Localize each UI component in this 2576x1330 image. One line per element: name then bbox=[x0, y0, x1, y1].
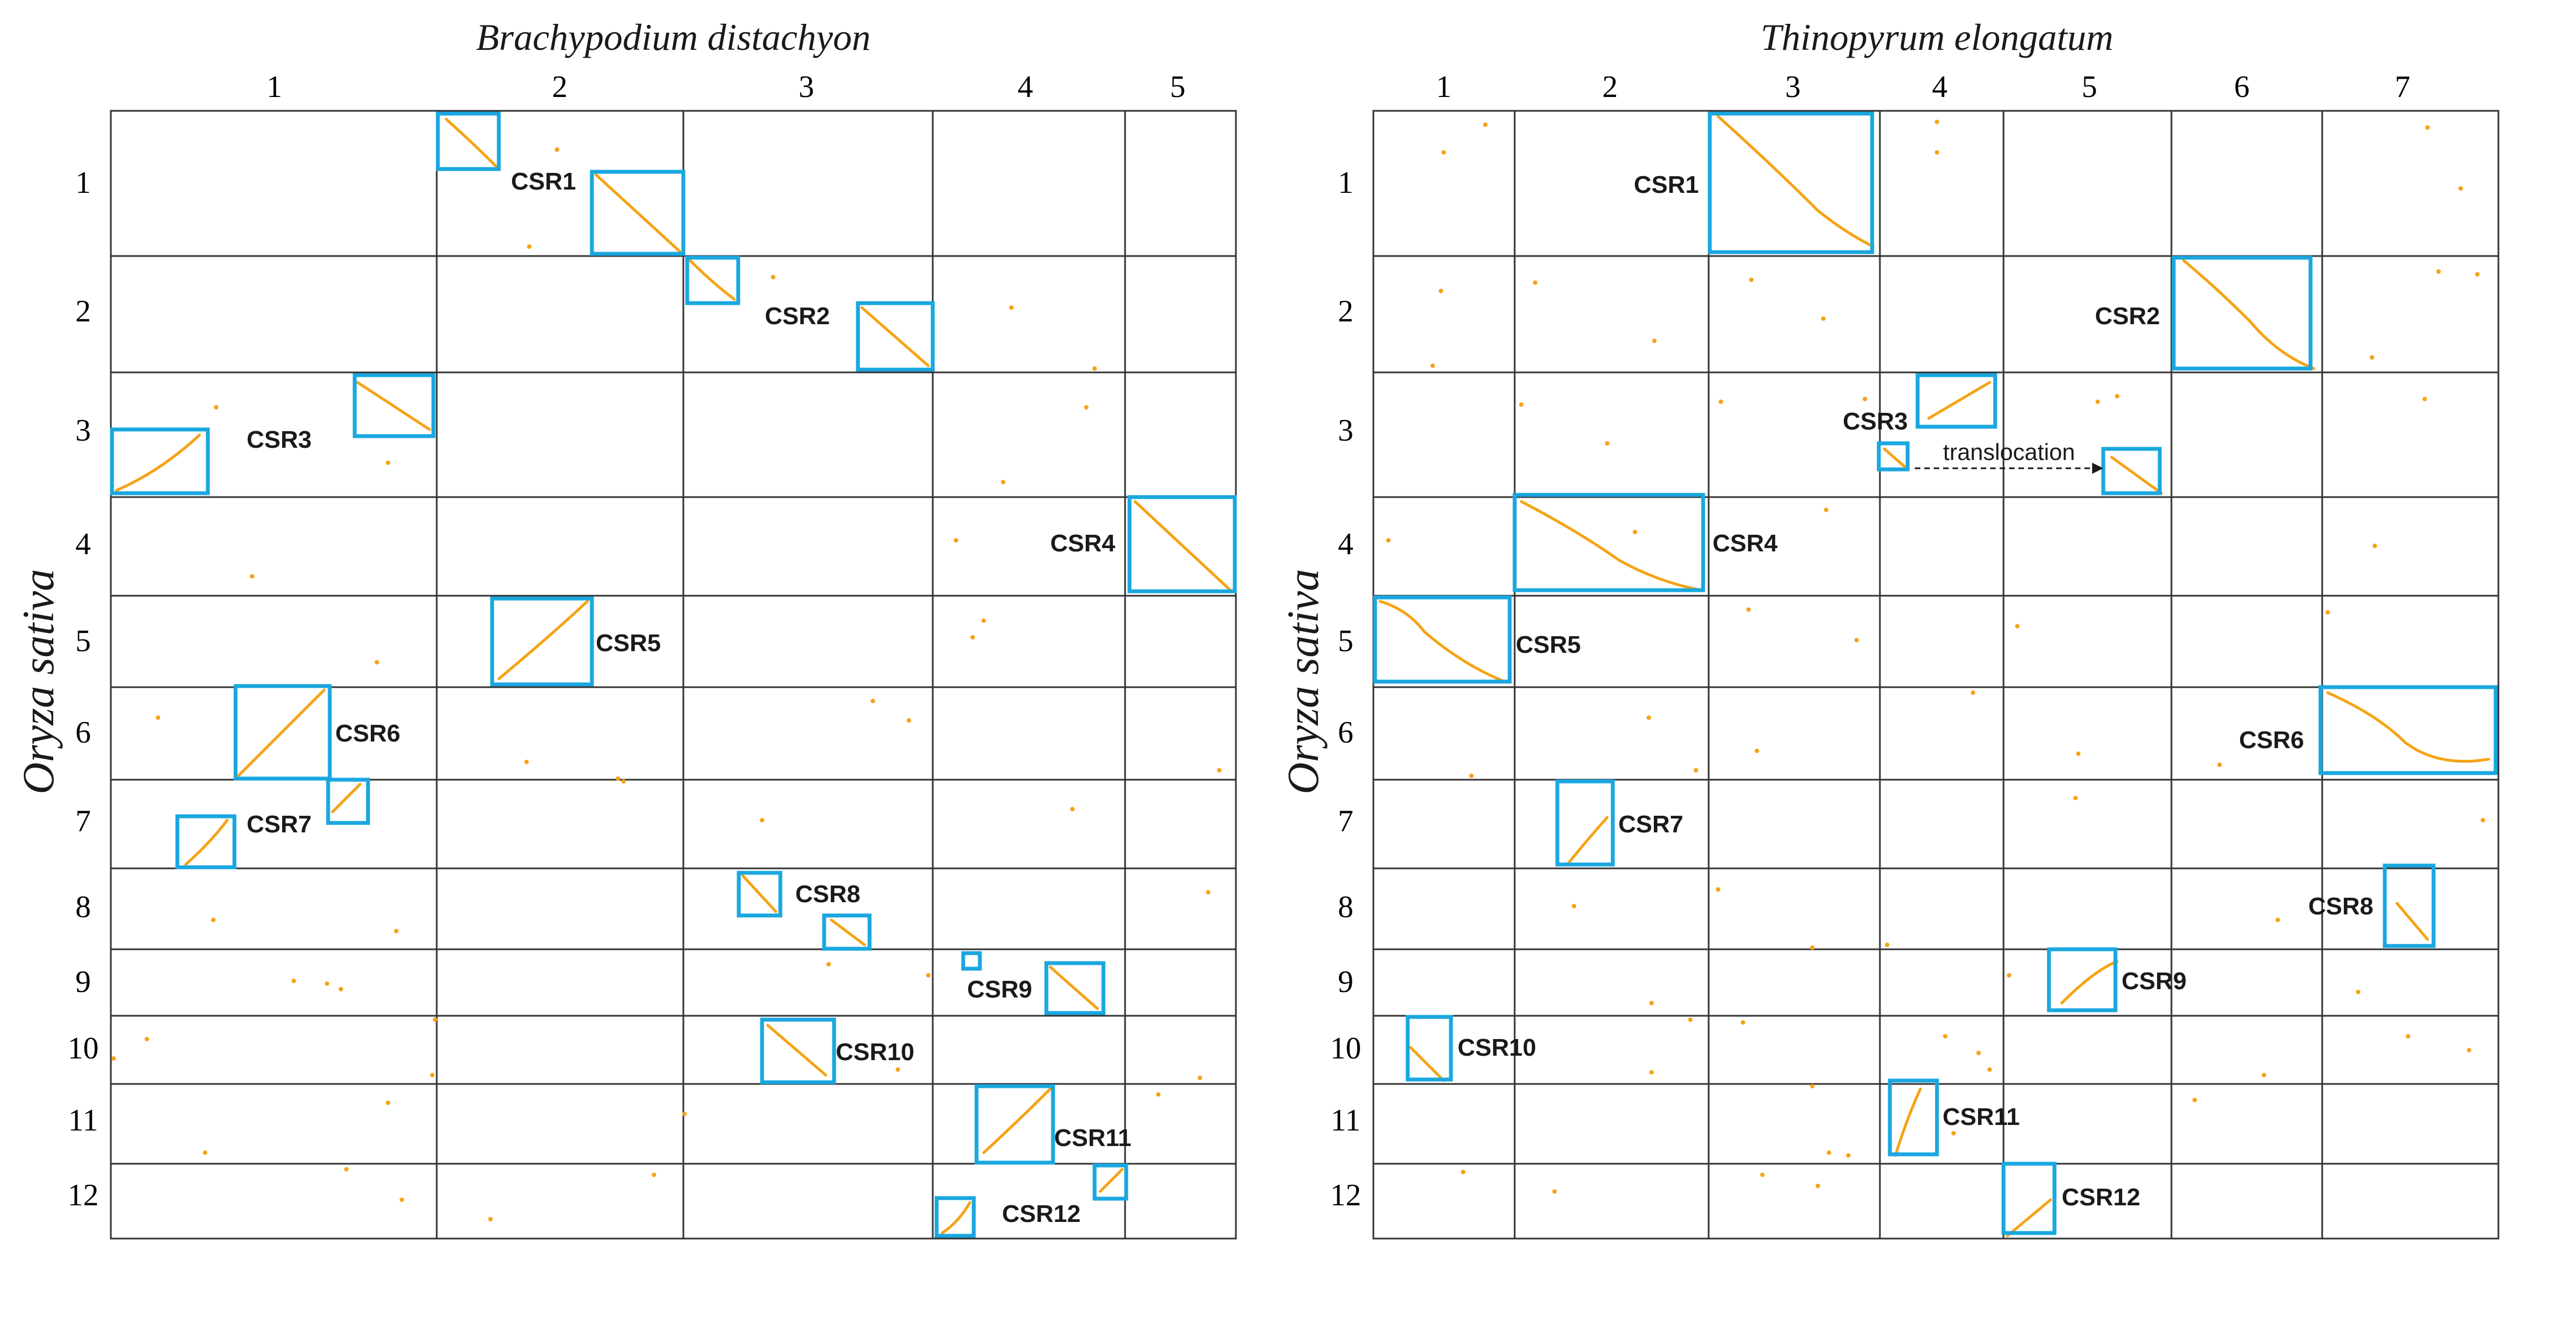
right-scatter-dots bbox=[1386, 120, 2485, 1194]
right-row-label: 10 bbox=[1330, 1031, 1361, 1066]
right-col-label: 1 bbox=[1436, 70, 1451, 104]
right-row-label: 8 bbox=[1338, 890, 1353, 924]
right-csr-labels: CSR1 CSR2 CSR3 CSR4 CSR5 CSR6 CSR7 CSR8 … bbox=[1458, 171, 2373, 1211]
right-csr-label: CSR10 bbox=[1458, 1034, 1536, 1061]
left-csr-label: CSR7 bbox=[247, 811, 311, 838]
left-csr-label: CSR6 bbox=[335, 720, 400, 747]
panel-thinopyrum: Thinopyrum elongatum 1 2 3 4 5 6 7 1 2 3… bbox=[1330, 16, 2500, 1240]
left-row-label: 4 bbox=[75, 527, 91, 561]
right-csr-label: CSR3 bbox=[1843, 408, 1908, 435]
left-row-label: 6 bbox=[75, 715, 91, 750]
right-col-label: 3 bbox=[1785, 70, 1801, 104]
left-csr-label: CSR4 bbox=[1050, 530, 1116, 557]
right-y-axis-title: Oryza sativa bbox=[1279, 569, 1328, 795]
left-row-label: 1 bbox=[75, 166, 91, 200]
right-csr-label: CSR1 bbox=[1634, 171, 1699, 198]
left-scatter-dots bbox=[111, 147, 1221, 1221]
right-col-label: 7 bbox=[2395, 70, 2410, 104]
right-csr-label: CSR2 bbox=[2095, 303, 2160, 330]
right-csr-label: CSR5 bbox=[1516, 631, 1581, 658]
left-row-label: 7 bbox=[75, 804, 91, 838]
right-row-label: 3 bbox=[1338, 413, 1353, 448]
left-synteny-dots bbox=[115, 117, 1232, 1235]
left-row-label: 12 bbox=[68, 1178, 99, 1213]
right-csr-label: CSR8 bbox=[2308, 893, 2373, 920]
left-grid bbox=[110, 110, 1237, 1240]
left-row-label: 5 bbox=[75, 624, 91, 658]
right-row-label: 5 bbox=[1338, 624, 1353, 658]
left-panel-title: Brachypodium distachyon bbox=[476, 16, 871, 58]
panel-brachypodium: Brachypodium distachyon 1 2 3 4 5 1 2 3 … bbox=[68, 16, 1237, 1240]
left-row-label: 11 bbox=[68, 1103, 98, 1138]
right-row-label: 6 bbox=[1338, 715, 1353, 750]
left-csr-label: CSR12 bbox=[1002, 1200, 1081, 1227]
left-col-label: 2 bbox=[552, 70, 568, 104]
left-csr-label: CSR11 bbox=[1054, 1124, 1131, 1152]
right-row-label: 11 bbox=[1331, 1103, 1361, 1138]
right-col-label: 5 bbox=[2082, 70, 2097, 104]
left-y-axis-title: Oryza sativa bbox=[14, 569, 63, 795]
right-csr-label: CSR9 bbox=[2122, 968, 2186, 995]
right-row-label: 4 bbox=[1338, 527, 1353, 561]
left-col-label: 5 bbox=[1170, 70, 1185, 104]
right-csr-label: CSR12 bbox=[2062, 1184, 2140, 1211]
right-panel-title: Thinopyrum elongatum bbox=[1761, 16, 2114, 58]
left-csr-boxes bbox=[110, 111, 1237, 1238]
right-row-label: 9 bbox=[1338, 965, 1353, 999]
right-csr-label: CSR11 bbox=[1943, 1103, 2020, 1130]
left-csr-labels: CSR1 CSR2 CSR3 CSR4 CSR5 CSR6 CSR7 CSR8 … bbox=[247, 168, 1131, 1227]
left-row-label: 9 bbox=[75, 965, 91, 999]
right-col-label: 6 bbox=[2234, 70, 2250, 104]
left-csr-label: CSR3 bbox=[247, 426, 311, 453]
right-synteny-dots bbox=[1378, 115, 2490, 1237]
left-row-label: 8 bbox=[75, 890, 91, 924]
left-row-label: 2 bbox=[75, 294, 91, 329]
left-col-label: 4 bbox=[1018, 70, 1033, 104]
left-row-label: 3 bbox=[75, 413, 91, 448]
right-csr-label: CSR7 bbox=[1618, 811, 1683, 838]
left-row-label: 10 bbox=[68, 1031, 99, 1066]
left-csr-label: CSR9 bbox=[967, 976, 1032, 1003]
right-csr-boxes bbox=[1373, 111, 2498, 1235]
right-row-label: 2 bbox=[1338, 294, 1353, 329]
left-csr-label: CSR8 bbox=[795, 881, 860, 908]
left-csr-label: CSR1 bbox=[511, 168, 576, 195]
left-csr-label: CSR5 bbox=[596, 630, 661, 657]
translocation-arrow bbox=[1915, 463, 2103, 474]
left-csr-label: CSR10 bbox=[836, 1039, 914, 1066]
right-col-label: 2 bbox=[1602, 70, 1618, 104]
right-row-label: 12 bbox=[1330, 1178, 1361, 1213]
translocation-label: translocation bbox=[1943, 439, 2075, 465]
right-row-label: 1 bbox=[1338, 166, 1353, 200]
right-grid bbox=[1372, 110, 2500, 1240]
left-col-label: 3 bbox=[799, 70, 814, 104]
right-col-label: 4 bbox=[1932, 70, 1948, 104]
right-csr-label: CSR4 bbox=[1713, 530, 1778, 557]
left-csr-label: CSR2 bbox=[765, 303, 830, 330]
right-row-label: 7 bbox=[1338, 804, 1353, 838]
left-col-label: 1 bbox=[267, 70, 282, 104]
right-csr-label: CSR6 bbox=[2239, 727, 2304, 754]
